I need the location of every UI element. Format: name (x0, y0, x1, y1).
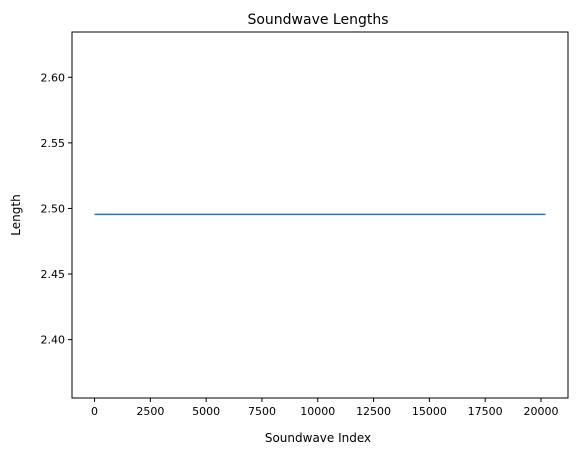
y-tick-label: 2.50 (41, 202, 66, 215)
chart-title: Soundwave Lengths (247, 12, 388, 28)
y-tick-label: 2.40 (41, 334, 66, 347)
y-axis-ticks: 2.40 2.45 2.50 2.55 2.60 (41, 71, 72, 347)
x-tick-label: 7500 (248, 405, 276, 418)
y-tick-label: 2.55 (41, 137, 66, 150)
x-tick-label: 17500 (468, 405, 503, 418)
x-axis-label: Soundwave Index (265, 431, 371, 445)
x-axis-ticks: 0 2500 5000 7500 10000 12500 15000 17500 20000 (91, 398, 558, 418)
y-tick-label: 2.45 (41, 268, 66, 281)
y-axis-label: Length (9, 194, 23, 235)
x-tick-label: 15000 (412, 405, 447, 418)
x-tick-label: 0 (91, 405, 98, 418)
x-tick-label: 10000 (300, 405, 335, 418)
x-tick-label: 2500 (136, 405, 164, 418)
y-tick-label: 2.60 (41, 71, 66, 84)
plot-frame (71, 31, 569, 399)
x-tick-label: 20000 (523, 405, 558, 418)
x-tick-label: 5000 (192, 405, 220, 418)
x-tick-label: 12500 (356, 405, 391, 418)
